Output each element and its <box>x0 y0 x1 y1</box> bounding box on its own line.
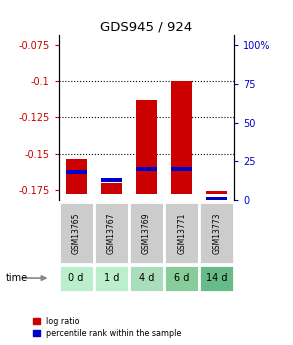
Text: 6 d: 6 d <box>174 273 189 283</box>
Text: GSM13773: GSM13773 <box>212 212 221 254</box>
Title: GDS945 / 924: GDS945 / 924 <box>100 20 193 33</box>
Bar <box>206 197 227 201</box>
Bar <box>171 81 192 194</box>
Legend: log ratio, percentile rank within the sample: log ratio, percentile rank within the sa… <box>33 317 182 337</box>
FancyBboxPatch shape <box>59 265 94 292</box>
FancyBboxPatch shape <box>164 265 199 292</box>
Bar <box>101 183 122 194</box>
Text: time: time <box>6 274 28 283</box>
Text: GSM13765: GSM13765 <box>72 212 81 254</box>
FancyBboxPatch shape <box>94 202 129 264</box>
Bar <box>101 178 122 182</box>
FancyBboxPatch shape <box>199 265 234 292</box>
FancyBboxPatch shape <box>59 202 94 264</box>
FancyBboxPatch shape <box>199 202 234 264</box>
FancyBboxPatch shape <box>94 265 129 292</box>
FancyBboxPatch shape <box>129 202 164 264</box>
Bar <box>66 159 87 194</box>
Text: GSM13769: GSM13769 <box>142 212 151 254</box>
FancyBboxPatch shape <box>164 202 199 264</box>
Bar <box>136 100 157 194</box>
Text: 0 d: 0 d <box>69 273 84 283</box>
Text: 14 d: 14 d <box>206 273 228 283</box>
Text: GSM13767: GSM13767 <box>107 212 116 254</box>
Text: GSM13771: GSM13771 <box>177 212 186 254</box>
Bar <box>206 191 227 194</box>
FancyBboxPatch shape <box>129 265 164 292</box>
Bar <box>171 167 192 171</box>
Bar <box>66 170 87 174</box>
Text: 1 d: 1 d <box>104 273 119 283</box>
Bar <box>136 167 157 171</box>
Text: 4 d: 4 d <box>139 273 154 283</box>
